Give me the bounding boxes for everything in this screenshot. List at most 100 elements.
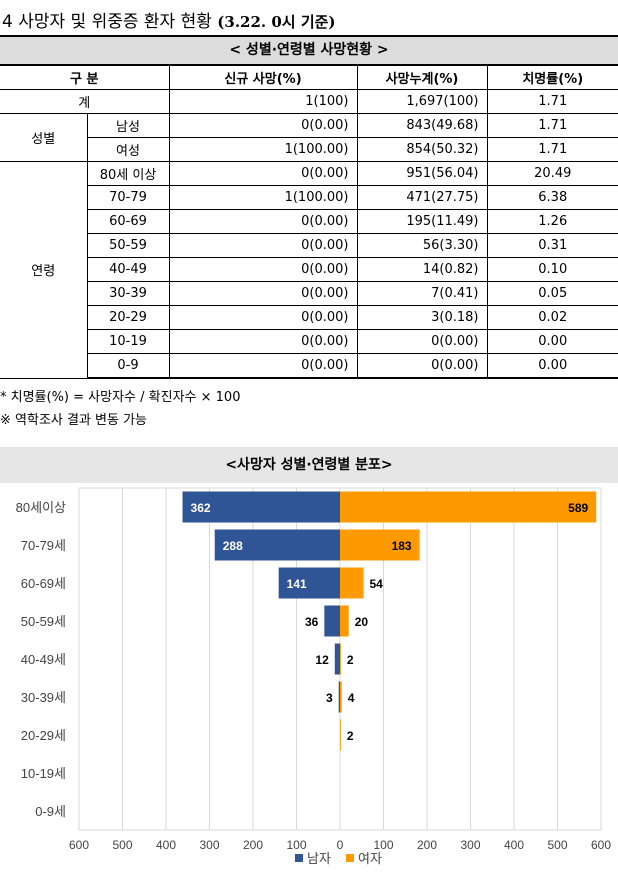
table-row: 50-59 0(0.00) 56(3.30) 0.31 (0, 233, 618, 258)
x-tick-label: 300 (460, 838, 480, 852)
table-row: 10-19 0(0.00) 0(0.00) 0.00 (0, 329, 618, 354)
table-row: 40-49 0(0.00) 14(0.82) 0.10 (0, 257, 618, 282)
row-label: 30-39 (87, 281, 170, 306)
age-sex-death-chart: 600 500 400 300 200 100 0 100 200 300 400 500 600 80세… (16, 487, 611, 866)
bar-male (278, 567, 340, 599)
cell-new: 0(0.00) (168, 113, 358, 138)
table-row: 연령 80세 이상 0(0.00) 951(56.04) 20.49 (0, 161, 618, 379)
x-tick-label: 200 (243, 838, 263, 852)
cell-cfr: 0.02 (486, 305, 618, 330)
data-label-female: 183 (392, 539, 412, 553)
cell-new: 0(0.00) (168, 233, 358, 258)
table-row: 20-29 0(0.00) 3(0.18) 0.02 (0, 305, 618, 330)
bar-male (324, 605, 340, 637)
group-label-age: 연령 (0, 161, 88, 379)
x-tick-label: 600 (69, 838, 89, 852)
table-row: 0-9 0(0.00) 0(0.00) 0.00 (0, 353, 618, 379)
x-tick-label: 100 (373, 838, 393, 852)
bar-male (182, 491, 340, 523)
y-category-label: 70-79세 (21, 538, 66, 553)
cell-cfr: 1.71 (486, 113, 618, 138)
y-category-label: 80세이상 (16, 500, 66, 515)
table-caption: < 성별·연령별 사망현황 > (0, 35, 618, 64)
header-category: 구 분 (0, 64, 170, 90)
row-label: 80세 이상 (86, 161, 170, 186)
legend-label-female: 여자 (358, 851, 382, 866)
data-label-female: 54 (369, 577, 383, 591)
row-label: 여성 (87, 137, 170, 162)
cell-new: 1(100) (168, 89, 358, 114)
data-label-male: 12 (315, 653, 329, 667)
y-category-label: 0-9세 (35, 804, 66, 819)
x-tick-label: 100 (286, 838, 306, 852)
cell-cfr: 1.71 (486, 137, 618, 162)
cell-cum: 56(3.30) (356, 233, 488, 258)
header-cumulative-deaths: 사망누계(%) (356, 64, 488, 90)
cell-cfr: 0.10 (486, 257, 618, 282)
table-row: 성별 남성 0(0.00) 843(49.68) 1.71 (0, 113, 618, 162)
table-row-total: 계 1(100) 1,697(100) 1.71 (0, 89, 618, 114)
cell-new: 0(0.00) (168, 257, 358, 282)
cell-cum: 0(0.00) (356, 353, 488, 379)
cell-cum: 951(56.04) (356, 161, 488, 186)
cell-cfr: 0.31 (486, 233, 618, 258)
data-label-female: 2 (347, 653, 354, 667)
table-row: 60-69 0(0.00) 195(11.49) 1.26 (0, 209, 618, 234)
legend-label-male: 남자 (307, 851, 331, 866)
cell-cfr: 0.05 (486, 281, 618, 306)
page-title: 4 사망자 및 위중증 환자 현황 (3.22. 0시 기준) (2, 7, 336, 32)
cell-cum: 471(27.75) (356, 185, 488, 210)
row-label: 20-29 (87, 305, 170, 330)
footnote-subject-to-change: ※ 역학조사 결과 변동 가능 (0, 413, 148, 428)
legend-swatch-female (346, 854, 354, 862)
cell-cum: 3(0.18) (356, 305, 488, 330)
y-category-label: 40-49세 (21, 652, 66, 667)
data-label-male: 362 (191, 501, 211, 515)
cell-cum: 854(50.32) (356, 137, 488, 162)
bar-male (214, 529, 340, 561)
x-tick-label: 400 (504, 838, 524, 852)
cell-cfr: 1.26 (486, 209, 618, 234)
y-category-label: 60-69세 (21, 576, 66, 591)
data-label-male: 288 (223, 539, 243, 553)
x-tick-label: 200 (417, 838, 437, 852)
data-label-female: 4 (348, 691, 355, 705)
bar-male (338, 681, 340, 713)
y-category-label: 20-29세 (21, 728, 66, 743)
cell-cum: 843(49.68) (356, 113, 488, 138)
cell-cfr: 20.49 (486, 161, 618, 186)
table-row: 70-79 1(100.00) 471(27.75) 6.38 (0, 185, 618, 210)
group-label-sex: 성별 (0, 113, 88, 162)
row-label: 0-9 (87, 353, 170, 379)
cell-new: 0(0.00) (168, 161, 358, 186)
bar-female (340, 567, 364, 599)
deaths-table: 구 분 신규 사망(%) 사망누계(%) 치명률(%) 계 1(100) 1,6… (0, 64, 618, 379)
header-fatality-rate: 치명률(%) (486, 64, 618, 90)
cell-new: 1(100.00) (168, 185, 358, 210)
chart-title: <사망자 성별·연령별 분포> (0, 447, 618, 483)
cell-cum: 14(0.82) (356, 257, 488, 282)
cell-cfr: 0.00 (486, 353, 618, 379)
x-tick-label: 500 (112, 838, 132, 852)
y-category-label: 10-19세 (21, 766, 66, 781)
bar-male (334, 643, 340, 675)
cell-cfr: 0.00 (486, 329, 618, 354)
x-tick-label: 600 (591, 838, 611, 852)
row-label: 50-59 (87, 233, 170, 258)
bar-female (340, 491, 597, 523)
table-header-row: 구 분 신규 사망(%) 사망누계(%) 치명률(%) (0, 64, 618, 90)
y-category-label: 50-59세 (21, 614, 66, 629)
row-label: 60-69 (87, 209, 170, 234)
y-category-label: 30-39세 (21, 690, 66, 705)
cell-cum: 195(11.49) (356, 209, 488, 234)
cell-cum: 7(0.41) (356, 281, 488, 306)
x-tick-label: 0 (337, 838, 344, 852)
data-label-male: 36 (305, 615, 319, 629)
page-title-text: 4 사망자 및 위중증 환자 현황 (2, 12, 212, 32)
row-label: 40-49 (87, 257, 170, 282)
data-label-female: 2 (347, 729, 354, 743)
bar-female (340, 681, 342, 713)
header-new-deaths: 신규 사망(%) (168, 64, 358, 90)
row-label: 남성 (86, 113, 170, 138)
row-label: 70-79 (87, 185, 170, 210)
